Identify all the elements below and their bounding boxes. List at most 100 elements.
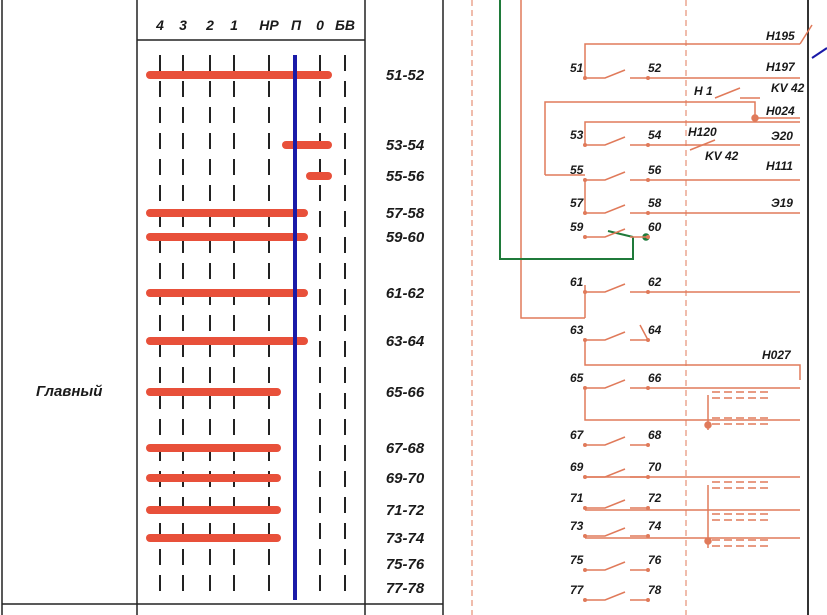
switch-contact <box>585 69 648 79</box>
wire-label: Н197 <box>766 60 796 74</box>
wire-label: Э19 <box>771 196 793 210</box>
terminal-dot <box>583 290 587 294</box>
contact-label: 77-78 <box>386 580 425 597</box>
wire-h195 <box>799 24 813 45</box>
terminal-dot <box>583 534 587 538</box>
terminal-dot <box>583 211 587 215</box>
wire-51 <box>584 43 800 78</box>
switch-contact <box>585 379 648 389</box>
green-link <box>607 230 634 238</box>
terminal-label: 67 <box>570 428 585 442</box>
wire-label: KV 42 <box>705 149 739 163</box>
terminal-label: 75 <box>570 553 584 567</box>
switch-contact <box>585 436 648 446</box>
wire-label: Н111 <box>766 159 793 173</box>
terminal-dot <box>646 76 650 80</box>
terminal-label: 60 <box>648 220 662 234</box>
terminal-dot <box>583 338 587 342</box>
terminal-dot <box>646 290 650 294</box>
wire-label: KV 42 <box>771 81 805 95</box>
terminal-dot <box>646 143 650 147</box>
terminal-label: 78 <box>648 583 662 597</box>
switch-contact <box>585 591 648 601</box>
contact-table: Главный 4 3 2 1 НР П 0 БВ 51-5253-5455-5657-585… <box>1 0 444 615</box>
terminal-dot <box>646 568 650 572</box>
position-header: П <box>291 17 302 33</box>
contact-label: 63-64 <box>386 333 425 350</box>
terminal-dot <box>583 386 587 390</box>
wire-64 <box>639 324 649 341</box>
terminal-dot <box>583 143 587 147</box>
terminal-label: 63 <box>570 323 584 337</box>
contact-label: 59-60 <box>386 229 425 246</box>
terminal-label: 62 <box>648 275 662 289</box>
terminal-dot <box>646 211 650 215</box>
wire-label: Н 1 <box>694 84 713 98</box>
contact-label: 65-66 <box>386 384 425 401</box>
wire-53 <box>584 121 800 145</box>
terminal-dot <box>583 506 587 510</box>
terminal-label: 74 <box>648 519 662 533</box>
terminal-dot <box>583 568 587 572</box>
position-header: НР <box>259 17 279 33</box>
position-header: БВ <box>335 17 355 33</box>
terminal-dot <box>583 235 587 239</box>
wire-63 <box>584 340 801 380</box>
contact-label: 69-70 <box>386 470 425 487</box>
wire-label: Н195 <box>766 29 795 43</box>
terminal-dot <box>646 598 650 602</box>
terminal-label: 69 <box>570 460 584 474</box>
terminal-label: 56 <box>648 163 662 177</box>
position-header: 4 <box>155 17 164 33</box>
terminal-dot <box>583 443 587 447</box>
contact-bars <box>146 71 332 542</box>
wire-label: Н024 <box>766 104 795 118</box>
terminal-label: 70 <box>648 460 662 474</box>
terminal-label: 61 <box>570 275 584 289</box>
wire-65 <box>584 390 800 421</box>
relay-contact-kv42 <box>689 139 716 151</box>
switch-contact <box>585 283 648 293</box>
switch-contact <box>585 468 648 478</box>
position-header: 2 <box>205 17 214 33</box>
position-headers: 4 3 2 1 НР П 0 БВ <box>155 17 355 33</box>
relay-contact-h1 <box>714 87 760 99</box>
terminal-label: 54 <box>648 128 662 142</box>
switch-contact <box>585 331 648 341</box>
contact-label: 55-56 <box>386 168 425 185</box>
switch-contacts <box>583 69 650 602</box>
terminal-dot <box>646 534 650 538</box>
terminal-label: 73 <box>570 519 584 533</box>
wire-label: Н027 <box>762 348 792 362</box>
bus-arrow <box>811 47 827 59</box>
terminal-dot <box>646 338 650 342</box>
switch-contact <box>585 561 648 571</box>
contact-labels: 51-52 53-54 55-56 57-58 59-60 61-62 63-64 65-66… <box>386 67 425 597</box>
switch-contact <box>585 228 648 238</box>
junction-h024 <box>751 114 759 122</box>
wire-h024 <box>544 101 800 175</box>
terminal-label: 59 <box>570 220 584 234</box>
capacitor-group-1 <box>712 391 770 425</box>
terminal-dot <box>583 598 587 602</box>
terminal-label: 66 <box>648 371 662 385</box>
terminal-label: 76 <box>648 553 662 567</box>
left-feed-wire <box>520 0 585 319</box>
position-header: 1 <box>230 17 238 33</box>
wire-labels: Н195 Н197 KV 42 Н 1 Н024 Н120 Э20 KV 42 Н111 Э19 Н… <box>688 29 805 362</box>
contact-label: 67-68 <box>386 440 425 457</box>
terminal-label: 51 <box>570 61 584 75</box>
terminal-label: 57 <box>570 196 585 210</box>
position-header: 0 <box>316 17 324 33</box>
terminal-dot <box>583 178 587 182</box>
terminal-dot <box>583 475 587 479</box>
wire-label: Н120 <box>688 125 717 139</box>
terminal-dot <box>646 506 650 510</box>
terminal-label: 58 <box>648 196 662 210</box>
contact-label: 57-58 <box>386 205 425 222</box>
terminal-label: 52 <box>648 61 662 75</box>
terminal-labels: 51 52 53 54 55 56 57 58 59 60 61 62 63 64 65 66 67 68 69 70… <box>570 61 662 597</box>
switch-contact <box>585 527 648 537</box>
contact-label: 73-74 <box>386 530 425 547</box>
